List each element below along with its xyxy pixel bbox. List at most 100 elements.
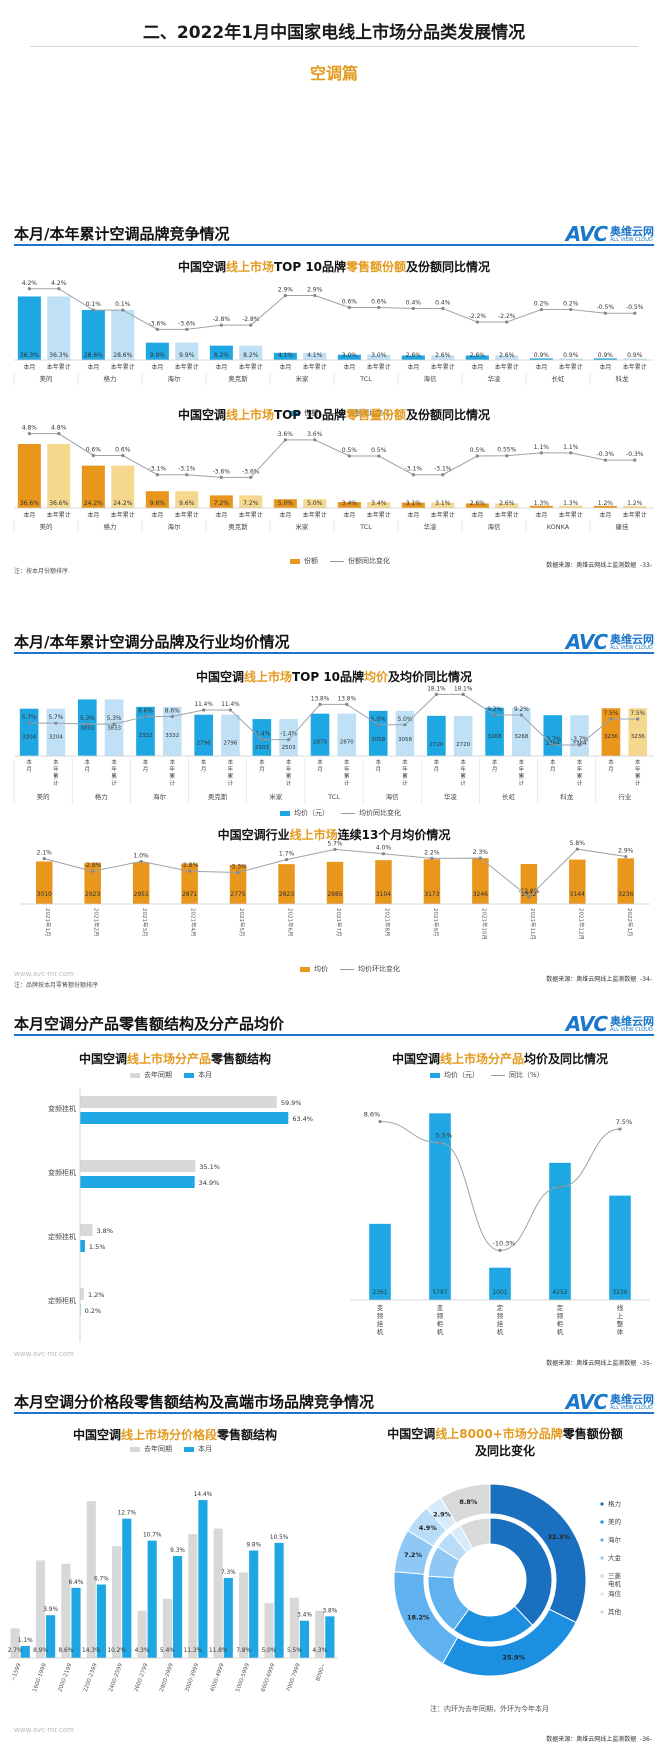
bar-变频柜机-1 (80, 1176, 195, 1188)
line-label: 1.0% (134, 852, 150, 859)
bar-label: 3.8% (96, 1227, 113, 1235)
line-label: 8.6% (165, 708, 180, 714)
tick-label: 2021年9月 (432, 908, 440, 937)
yoy-point (377, 305, 381, 310)
tick-label: 格力 (95, 792, 108, 801)
bar-label: 2361 (372, 1289, 387, 1296)
bar-海信-ytd (395, 710, 415, 756)
tick-sub: 累 (228, 773, 234, 780)
bar-格力-month (78, 699, 97, 756)
tick-label: 上 (617, 1311, 624, 1320)
yoy-point (434, 692, 438, 697)
tick-sub: 计 (577, 779, 583, 787)
bar-格力-ytd (104, 699, 124, 756)
bar-科龙-ytd (623, 358, 647, 360)
bar-7000-7999-1 (299, 1620, 310, 1658)
yoy-point (475, 320, 479, 324)
tick-sub: 本 (519, 758, 525, 766)
slice-其他-outer (439, 1483, 491, 1525)
bar-海尔-ytd (162, 706, 182, 756)
bar-label-blue: 12.7% (118, 1511, 137, 1517)
yoy-point (185, 327, 189, 331)
tick-label: 机 (377, 1327, 384, 1336)
bar-label: 3058 (371, 737, 385, 743)
line-label: 7.5% (604, 711, 619, 717)
line-label: 11.4% (194, 702, 213, 708)
bar-label: 0.9% (534, 352, 550, 359)
bar-变频柜机-0 (80, 1160, 196, 1172)
yoy-point (558, 1185, 562, 1189)
bar-label: 0.9% (598, 352, 614, 359)
tick-sub: 月 (85, 766, 91, 773)
tick-label: 2021年10月 (480, 908, 488, 940)
tick-sub: 本 (460, 758, 466, 766)
bar-2021年10月 (472, 858, 489, 904)
tick-label: 2021年8月 (383, 908, 391, 937)
tick-label: 线 (617, 1303, 624, 1312)
tick-label: 美的 (37, 792, 51, 801)
legend-dot (600, 1538, 604, 1542)
yoy-point (91, 453, 95, 458)
legend-c6: 均价（元） 同比（%） (430, 1070, 544, 1080)
tick-sub: 计 (228, 779, 234, 787)
bar-label: 3144 (570, 891, 585, 898)
tick-label: 8000~ (315, 1662, 327, 1682)
tick-sub: 本 (53, 758, 59, 766)
legend-c3: 均价（元） 均价同比变化 (280, 808, 401, 818)
bar-3000-3999-0 (188, 1534, 198, 1658)
tick-label: 2021年7月 (335, 908, 343, 937)
tick-sub: 月 (608, 766, 614, 773)
tick-sub: 本月 (535, 363, 547, 371)
tick-sub: 本 (635, 758, 641, 766)
tick-sub: 本年累计 (111, 511, 135, 519)
line-label: -2.2% (498, 313, 516, 320)
tick-sub: 本 (375, 758, 381, 766)
line-label: 1.7% (279, 851, 295, 858)
tick-sub: 本月 (343, 363, 355, 371)
yoy-point (376, 723, 380, 727)
tick-sub: 月 (550, 766, 556, 773)
line-label: 9.2% (514, 707, 529, 713)
bar-2021年5月 (229, 864, 247, 904)
bar-TCL-month (310, 713, 330, 756)
yoy-point (505, 454, 509, 458)
line-label: 1.1% (563, 444, 579, 451)
tick-label: 挂 (377, 1319, 384, 1328)
legend-label: 电机 (608, 1579, 622, 1588)
bar-label: 0.2% (85, 1307, 102, 1315)
bar-label: 2503 (255, 745, 269, 751)
tick-sub: 计 (53, 779, 59, 787)
bar-label: 1.2% (598, 500, 614, 507)
tick-label: 2000-2199 (57, 1662, 73, 1693)
yoy-point (441, 306, 445, 311)
tick-sub: 本 (259, 758, 265, 766)
bar-label: 0.9% (563, 352, 579, 359)
tick-label: 频 (437, 1311, 444, 1320)
bar-label: 9.9% (179, 352, 195, 359)
tick-label: 米家 (269, 792, 283, 801)
yoy-point (91, 308, 95, 312)
bar-长虹-ytd (559, 358, 583, 360)
bar-行业-month (601, 708, 621, 756)
bar-美的-month (19, 708, 39, 756)
tick-label: 奥克斯 (228, 374, 248, 383)
mom-point (430, 856, 434, 860)
line-label: 5.8% (570, 840, 586, 847)
line-label: -3.1% (178, 466, 196, 473)
tick-label: 2021年3月 (141, 908, 149, 937)
mom-point (381, 852, 386, 856)
tick-sub: 月 (259, 766, 265, 773)
bar-label: 2720 (456, 742, 470, 748)
tick-label: 机 (437, 1327, 444, 1336)
bar-TCL-ytd (367, 502, 391, 508)
tick-label: 2021年12月 (577, 908, 585, 940)
bar-label-gray: 5.4% (160, 1648, 175, 1654)
line-label: -3.6% (149, 320, 167, 327)
bar-label: 9.6% (150, 500, 166, 507)
yoy-point (219, 475, 223, 479)
bar-label: 2.6% (435, 352, 451, 359)
yoy-point (318, 702, 322, 706)
tick-label: 频 (557, 1311, 564, 1320)
tick-label: 2021年6月 (287, 908, 295, 937)
